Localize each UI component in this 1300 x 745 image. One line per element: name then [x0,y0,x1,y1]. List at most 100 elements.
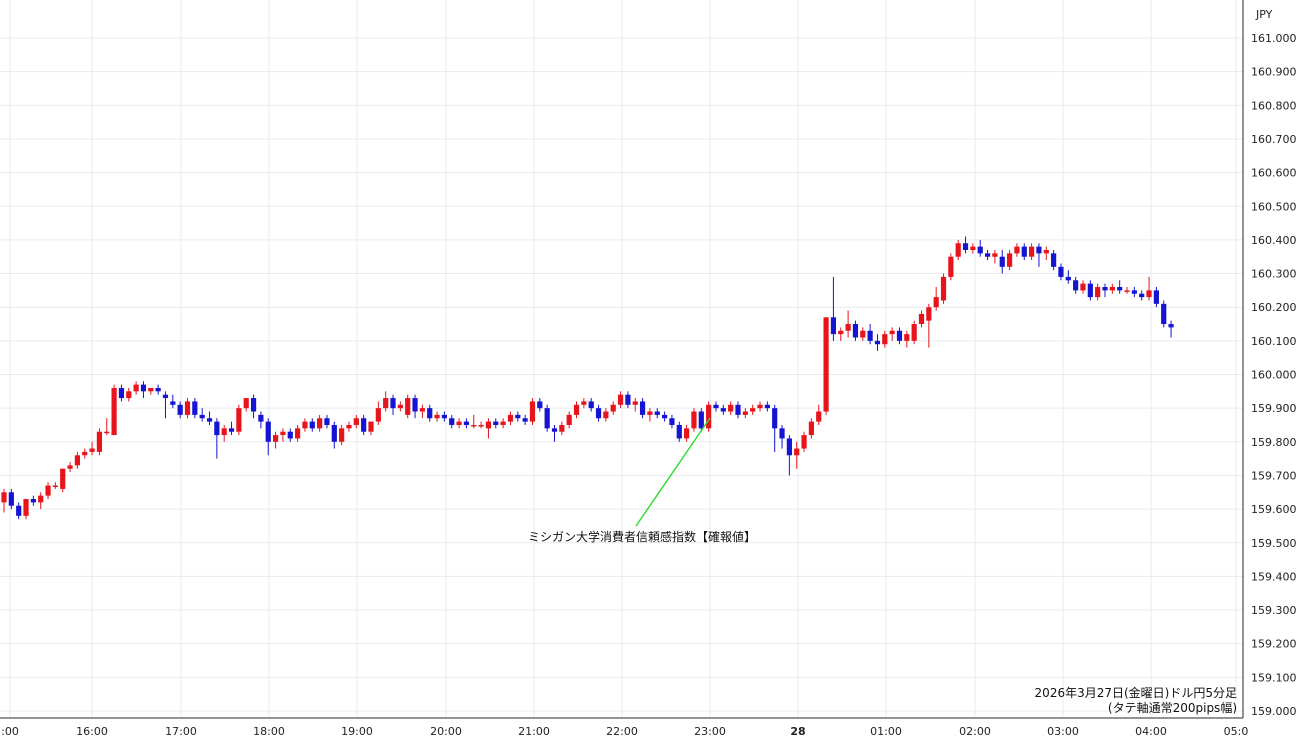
candle [838,327,844,341]
candle-body [713,404,719,409]
candle-body [228,428,235,432]
candle [361,414,367,436]
candle-body [1,492,7,503]
price-tick-label: 160.000 [1251,369,1297,382]
candle-body [852,324,859,338]
candle [507,411,514,425]
price-tick-label: 160.700 [1251,133,1297,146]
time-tick-label: 18:00 [253,725,285,738]
time-tick-label: 05:0 [1224,725,1249,738]
candle [794,441,800,469]
time-tick-label: 04:00 [1135,725,1167,738]
candle-body [573,404,580,415]
candle-body [339,428,345,442]
candle-body [874,340,881,345]
candle [155,384,161,395]
candle-body [992,253,998,257]
candle [60,468,66,493]
candle-body [1029,246,1035,257]
candle-body [779,428,785,439]
candle-body [485,421,492,429]
candle-body [236,408,242,432]
candle [1021,243,1027,261]
candle-body [434,414,440,419]
currency-label: JPY [1255,8,1273,21]
candle [639,398,646,419]
candle-body [1080,283,1086,291]
candle [977,239,983,257]
candle [926,303,932,348]
candle-body [948,256,954,277]
candle-body [8,492,14,506]
candle [471,414,477,429]
candle [390,394,396,415]
candle-body [280,431,286,436]
candle [383,391,389,412]
candle [962,236,969,254]
candle [133,381,139,395]
candle [272,431,279,449]
candle-body [118,387,125,399]
candle [992,249,998,264]
candle [801,431,807,452]
candle-body [243,398,249,409]
candle [940,273,947,304]
candle-body [287,431,293,439]
time-tick-label: 19:00 [341,725,373,738]
candle-body [1109,287,1115,291]
candle-body [1131,290,1137,294]
candle-body [390,398,396,409]
candle [52,482,58,489]
candle [1073,276,1079,294]
candle-body [559,424,565,432]
candle-body [30,499,36,503]
candle-body [544,408,550,429]
candle-body [463,421,470,425]
candle [515,411,521,422]
candle [485,418,492,439]
candle-body [1006,253,1013,267]
candle-body [126,391,132,399]
candle [933,287,939,311]
candle [96,428,103,456]
candle-body [808,421,814,436]
annotation-label: ミシガン大学消費者信頼感指数【確報値】 [528,529,756,544]
candle-body [933,297,939,308]
candle [221,424,227,442]
candle [551,424,558,442]
candle-body [1168,324,1174,328]
candle [999,249,1005,274]
candles [1,236,1174,520]
candle-body [1043,249,1049,254]
candle [529,398,536,425]
time-tick-label: 20:00 [430,725,462,738]
candle-body [603,411,609,419]
candle [236,404,242,436]
candle-body [412,398,418,412]
candle [757,401,763,412]
price-tick-label: 160.100 [1251,335,1297,348]
time-tick-label: 28 [790,725,805,738]
candle-body [1139,293,1145,298]
candle [89,441,95,456]
candle [984,249,991,261]
candle [698,408,704,432]
candle-body [904,334,910,341]
candle [1153,287,1159,308]
candle-body [830,317,837,335]
candle-body [96,431,103,452]
candle [603,408,609,422]
candle-body [155,387,161,392]
candle [500,418,506,429]
candle-body [405,398,411,415]
candle [647,408,653,422]
candle-body [632,401,638,405]
price-tick-label: 161.000 [1251,32,1297,45]
price-tick-label: 159.200 [1251,638,1297,651]
candle [1,488,7,513]
candle-body [397,404,403,409]
candle [786,435,792,476]
candle [228,421,235,436]
